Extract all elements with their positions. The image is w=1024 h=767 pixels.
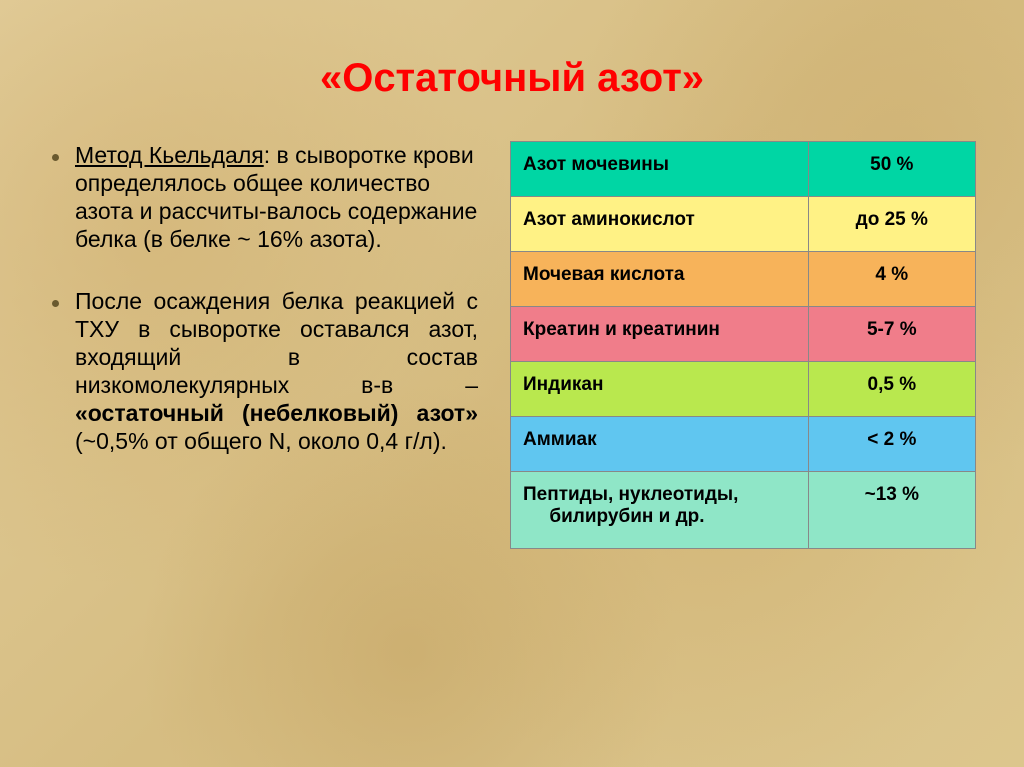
composition-table: Азот мочевины50 %Азот аминокислотдо 25 %… xyxy=(510,141,976,549)
component-value: 0,5 % xyxy=(808,362,975,417)
component-name: Индикан xyxy=(511,362,809,417)
component-value: ~13 % xyxy=(808,472,975,549)
table-row: Мочевая кислота4 % xyxy=(511,252,976,307)
paragraph-2-term: «остаточный (небелковый) азот» xyxy=(75,400,478,426)
list-item: После осаждения белка реакцией с ТХУ в с… xyxy=(48,287,478,455)
method-name: Метод Кьельдаля xyxy=(75,142,264,168)
content-row: Метод Кьельдаля: в сыворотке крови опред… xyxy=(0,101,1024,549)
table-row: Азот аминокислотдо 25 % xyxy=(511,197,976,252)
component-value: < 2 % xyxy=(808,417,975,472)
component-name: Азот аминокислот xyxy=(511,197,809,252)
table-row: Пептиды, нуклеотиды, билирубин и др.~13 … xyxy=(511,472,976,549)
component-value: 4 % xyxy=(808,252,975,307)
table-body: Азот мочевины50 %Азот аминокислотдо 25 %… xyxy=(511,142,976,549)
component-name: Пептиды, нуклеотиды, билирубин и др. xyxy=(511,472,809,549)
table-row: Аммиак< 2 % xyxy=(511,417,976,472)
component-name: Аммиак xyxy=(511,417,809,472)
component-value: 50 % xyxy=(808,142,975,197)
paragraph-1: Метод Кьельдаля: в сыворотке крови опред… xyxy=(75,141,478,253)
bullet-dot-icon xyxy=(52,300,59,307)
page-title: «Остаточный азот» xyxy=(0,0,1024,101)
table-row: Креатин и креатинин5-7 % xyxy=(511,307,976,362)
component-name: Азот мочевины xyxy=(511,142,809,197)
table-row: Индикан0,5 % xyxy=(511,362,976,417)
component-value: 5-7 % xyxy=(808,307,975,362)
component-value: до 25 % xyxy=(808,197,975,252)
paragraph-2: После осаждения белка реакцией с ТХУ в с… xyxy=(75,287,478,455)
component-name: Мочевая кислота xyxy=(511,252,809,307)
bullet-dot-icon xyxy=(52,154,59,161)
component-name: Креатин и креатинин xyxy=(511,307,809,362)
paragraph-2-before: После осаждения белка реакцией с ТХУ в с… xyxy=(75,288,478,398)
paragraph-2-after: (~0,5% от общего N, около 0,4 г/л). xyxy=(75,428,447,454)
bullet-list: Метод Кьельдаля: в сыворотке крови опред… xyxy=(48,141,478,549)
table-row: Азот мочевины50 % xyxy=(511,142,976,197)
list-item: Метод Кьельдаля: в сыворотке крови опред… xyxy=(48,141,478,253)
